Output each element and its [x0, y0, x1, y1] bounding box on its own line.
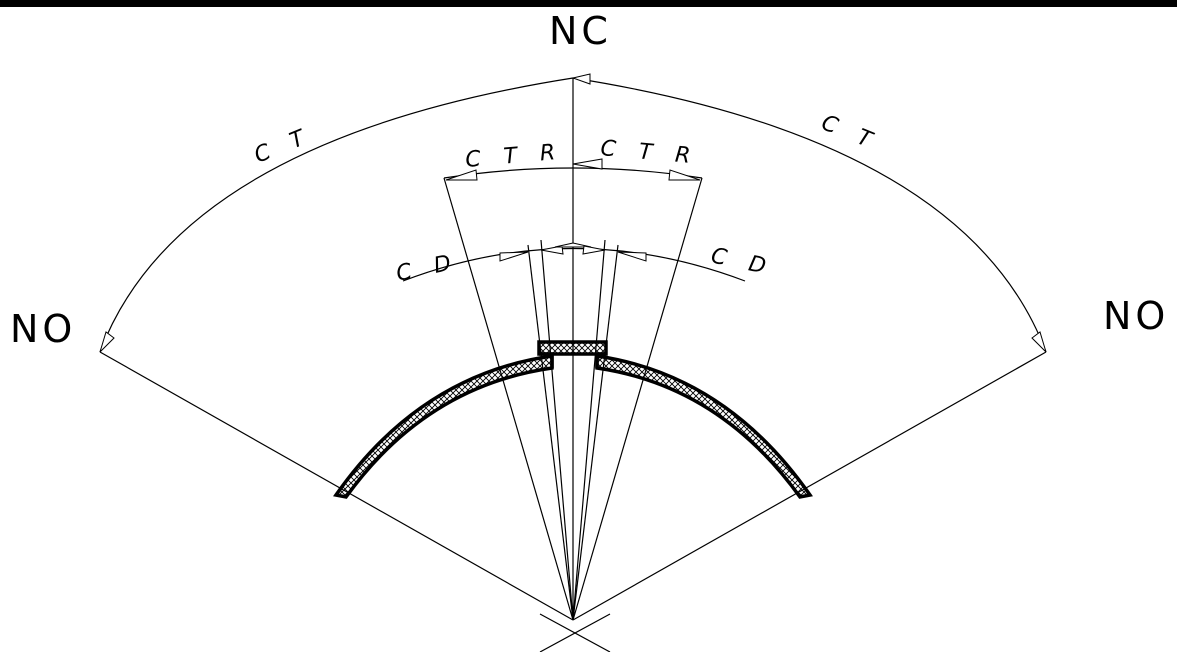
top-border: [0, 0, 1177, 7]
ct-right-arrowhead: [1031, 331, 1047, 353]
cd-left-inner-arrowhead: [540, 245, 564, 255]
ct-left-arrowhead: [99, 331, 115, 353]
label-cd-right: C D: [709, 243, 776, 281]
ctr-center-arrowhead: [572, 158, 603, 170]
label-ct-left: C T: [251, 123, 316, 169]
label-cd-left: C D: [394, 249, 461, 287]
bottom-cross-line-right: [539, 613, 611, 652]
center-raised-segment: [537, 340, 608, 356]
ctr-right-line: [572, 177, 703, 621]
cd-right-outer-arrowhead: [617, 251, 647, 262]
label-ctr-right: C T R: [599, 136, 699, 169]
ct-center-arrowhead: [571, 73, 591, 85]
label-no-left: NO: [10, 307, 76, 351]
label-ct-right: C T: [818, 110, 883, 156]
cd-left-outer-arrowhead: [499, 251, 529, 262]
label-nc: NC: [549, 9, 612, 53]
cd-left-inner-line: [540, 239, 574, 621]
right-boundary-line: [572, 351, 1047, 621]
ctr-dimension-arc: [443, 167, 703, 179]
label-no-right: NO: [1103, 294, 1169, 338]
ctr-left-arrowhead: [445, 169, 478, 181]
cd-right-outer-line: [572, 244, 619, 621]
center-step-outline: [539, 352, 606, 368]
cd-left-outer-line: [527, 244, 574, 621]
cd-dimension-arc: [402, 247, 746, 282]
cd-right-inner-arrowhead: [582, 245, 606, 255]
left-boundary-line: [99, 351, 574, 621]
left-arc-segment: [333, 353, 554, 499]
cd-center-arrowhead: [554, 242, 592, 248]
ctr-left-line: [443, 177, 574, 621]
cd-right-inner-line: [572, 239, 606, 621]
ctr-right-arrowhead: [668, 169, 701, 181]
